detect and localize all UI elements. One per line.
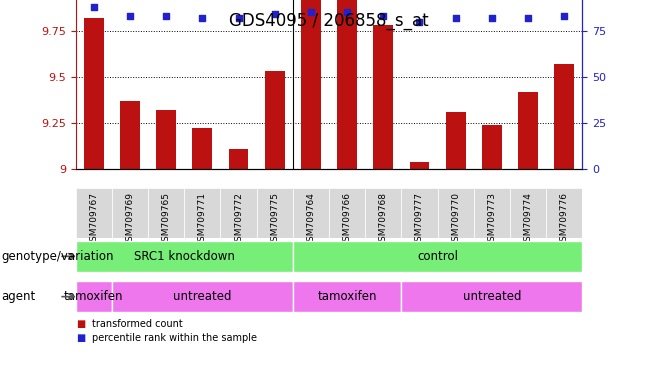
Text: GSM709777: GSM709777	[415, 192, 424, 247]
Text: untreated: untreated	[463, 290, 521, 303]
Bar	[76, 188, 112, 238]
Text: GSM709773: GSM709773	[488, 192, 496, 247]
Bar	[84, 18, 104, 169]
Bar	[401, 188, 438, 238]
Point	[342, 9, 353, 15]
Bar	[76, 281, 112, 312]
Bar	[438, 188, 474, 238]
Text: ■: ■	[76, 319, 85, 329]
Bar	[373, 25, 393, 169]
Point	[486, 15, 497, 21]
Bar	[257, 188, 293, 238]
Text: transformed count: transformed count	[92, 319, 183, 329]
Point	[88, 4, 99, 10]
Bar	[112, 281, 293, 312]
Text: GSM709768: GSM709768	[379, 192, 388, 247]
Bar	[148, 188, 184, 238]
Bar	[301, 0, 321, 169]
Bar	[510, 188, 546, 238]
Bar	[329, 188, 365, 238]
Bar	[293, 281, 401, 312]
Text: percentile rank within the sample: percentile rank within the sample	[92, 333, 257, 343]
Text: GSM709772: GSM709772	[234, 192, 243, 247]
Text: agent: agent	[1, 290, 36, 303]
Text: GSM709764: GSM709764	[307, 192, 315, 247]
Text: tamoxifen: tamoxifen	[64, 290, 124, 303]
Text: control: control	[417, 250, 458, 263]
Bar	[112, 188, 148, 238]
Text: GSM709769: GSM709769	[126, 192, 134, 247]
Bar	[156, 110, 176, 169]
Text: GSM709775: GSM709775	[270, 192, 279, 247]
Text: GSM709776: GSM709776	[560, 192, 569, 247]
Point	[415, 18, 425, 25]
Point	[378, 13, 388, 19]
Text: GSM709767: GSM709767	[89, 192, 98, 247]
Point	[305, 9, 316, 15]
Bar	[518, 91, 538, 169]
Bar	[120, 101, 140, 169]
Bar	[546, 188, 582, 238]
Point	[270, 11, 280, 17]
Point	[450, 15, 461, 21]
Bar	[337, 0, 357, 169]
Point	[161, 13, 171, 19]
Bar	[474, 188, 510, 238]
Text: genotype/variation: genotype/variation	[1, 250, 114, 263]
Text: ■: ■	[76, 333, 85, 343]
Text: untreated: untreated	[173, 290, 232, 303]
Bar	[192, 128, 213, 169]
Text: GSM709774: GSM709774	[524, 192, 532, 247]
Bar	[365, 188, 401, 238]
Bar	[293, 241, 582, 272]
Bar	[554, 64, 574, 169]
Text: GSM709766: GSM709766	[343, 192, 351, 247]
Bar	[228, 149, 249, 169]
Point	[233, 15, 243, 21]
Bar	[293, 188, 329, 238]
Bar	[409, 162, 430, 169]
Point	[197, 15, 207, 21]
Bar	[76, 241, 293, 272]
Text: tamoxifen: tamoxifen	[317, 290, 377, 303]
Text: GSM709765: GSM709765	[162, 192, 170, 247]
Bar	[184, 188, 220, 238]
Text: GSM709770: GSM709770	[451, 192, 460, 247]
Point	[522, 15, 533, 21]
Point	[124, 13, 136, 19]
Text: GDS4095 / 206858_s_at: GDS4095 / 206858_s_at	[229, 12, 429, 30]
Point	[559, 13, 570, 19]
Text: SRC1 knockdown: SRC1 knockdown	[134, 250, 235, 263]
Bar	[401, 281, 582, 312]
Bar	[220, 188, 257, 238]
Bar	[482, 125, 502, 169]
Text: GSM709771: GSM709771	[198, 192, 207, 247]
Bar	[265, 71, 285, 169]
Bar	[445, 112, 466, 169]
